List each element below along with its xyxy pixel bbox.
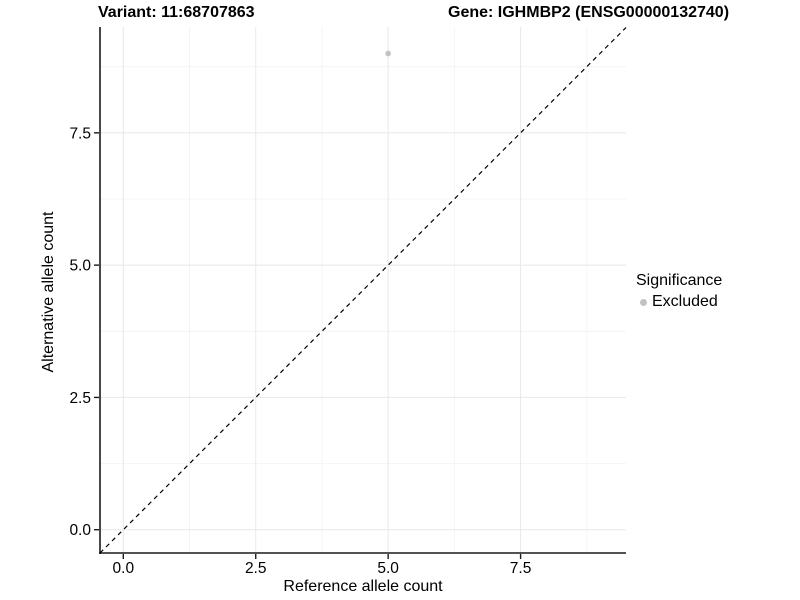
legend-title: Significance <box>636 272 723 289</box>
y-tick-label: 0.0 <box>69 522 91 539</box>
data-point-excluded <box>385 50 391 57</box>
excluded-point-key-icon <box>640 298 647 306</box>
legend-item-label: Excluded <box>652 293 718 310</box>
y-tick-label: 5.0 <box>69 258 91 275</box>
y-tick-label: 7.5 <box>69 125 91 142</box>
y-tick-label: 2.5 <box>69 390 91 407</box>
x-tick-label: 7.5 <box>510 560 532 577</box>
x-tick-label: 5.0 <box>377 560 399 577</box>
x-axis-title: Reference allele count <box>283 578 443 595</box>
identity-dashed-line <box>99 27 627 554</box>
legend: Significance Excluded <box>636 272 722 311</box>
x-tick-label: 2.5 <box>245 560 267 577</box>
plot-title-gene: Gene: IGHMBP2 (ENSG00000132740) <box>448 4 730 21</box>
plot-title-variant: Variant: 11:68707863 <box>98 4 255 21</box>
y-axis-title: Alternative allele count <box>40 211 57 373</box>
legend-item-excluded: Excluded <box>636 293 722 311</box>
x-tick-label: 0.0 <box>113 560 135 577</box>
